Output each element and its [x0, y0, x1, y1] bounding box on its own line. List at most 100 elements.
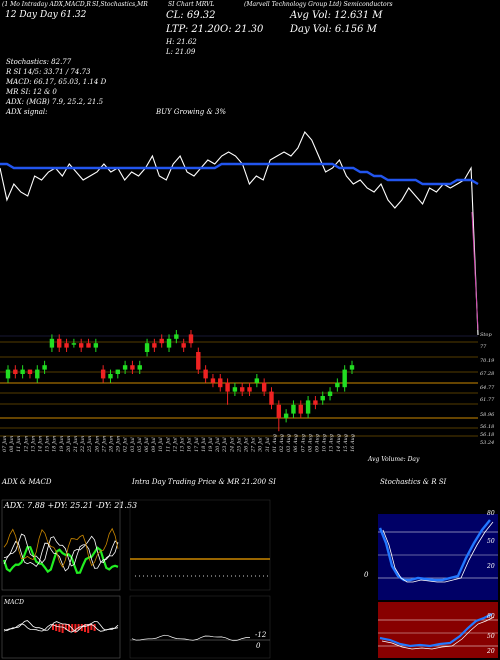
mrsi-zero-label: 0 [256, 642, 261, 650]
x-tick-label: 18 Jun [52, 436, 58, 452]
stochastics-readout: Stochastics: 82.77 [6, 58, 72, 66]
y-tick-label: 56.18 [480, 432, 494, 438]
adx-signal-label: ADX signal: [6, 108, 48, 116]
macd-histogram-bar [93, 624, 96, 631]
close-value: CL: 69.32 [166, 10, 216, 21]
x-tick-label: 24 Jul [229, 437, 235, 453]
company-name: (Marvell Technology Group Ltd) Semicondu… [244, 1, 393, 8]
macd-histogram-bar [87, 624, 90, 633]
candle-body [166, 338, 172, 348]
x-tick-label: 28 Jun [109, 436, 115, 453]
rsi-line [379, 613, 493, 648]
rsi-signal-line [381, 616, 495, 650]
y-tick-label: 58.96 [480, 412, 495, 418]
x-tick-label: 12 Jul [172, 437, 178, 452]
candle-body [130, 365, 135, 370]
candle-body [57, 338, 62, 348]
candle-body [13, 369, 18, 374]
candle-body [269, 391, 274, 405]
candle-body [159, 338, 164, 344]
candle-body [305, 400, 311, 414]
x-tick-label: 27 Jul [251, 437, 257, 453]
candle-body [261, 382, 267, 392]
x-tick-label: 02 Aug [279, 434, 285, 452]
x-tick-label: 03 Jul [130, 437, 136, 452]
candle-body [49, 338, 55, 348]
macd-histogram-bar [74, 624, 77, 633]
x-tick-label: 02 Jul [123, 437, 129, 452]
day-volume: Day Vol: 6.156 M [290, 24, 377, 35]
stoch-rsi-title: Stochastics & R SI [380, 478, 447, 486]
x-tick-label: 29 Jun [116, 436, 122, 453]
x-tick-label: 11 Jul [165, 437, 171, 452]
x-tick-label: 23 Jul [222, 437, 228, 453]
candle-body [27, 369, 33, 374]
x-tick-label: 16 Aug [350, 434, 356, 452]
rsi-panel-bg [378, 602, 498, 658]
macd-histogram-bar [68, 624, 70, 631]
x-tick-label: 03 Aug [286, 434, 292, 452]
x-tick-label: 22 Jun [80, 436, 86, 453]
stoch-d-line [382, 521, 494, 583]
candle-body [320, 396, 325, 401]
x-tick-label: 31 Jul [265, 437, 271, 452]
x-tick-label: 20 Jul [215, 437, 221, 453]
candle-body [225, 382, 230, 392]
x-tick-label: 10 Jul [158, 437, 164, 452]
candle-body [196, 352, 201, 370]
period-label: 12 Day [5, 10, 37, 20]
x-tick-label: 20 Jun [66, 436, 72, 453]
x-tick-label: 07 Jun [2, 436, 8, 452]
stoch-tick-20: 20 [486, 563, 495, 570]
ltp-value: LTP: 21.20 [166, 24, 221, 35]
macd-readout: MACD: 66.17, 65.03, 1.14 D [6, 78, 107, 86]
x-tick-label: 12 Jun [23, 436, 29, 452]
x-tick-label: 13 Aug [329, 434, 335, 452]
candle-body [137, 365, 142, 370]
x-tick-label: 15 Jun [45, 436, 51, 452]
adx-readout: ADX: (MGB) 7.9, 25.2, 21.5 [6, 98, 104, 106]
macd-signal-line [3, 623, 119, 633]
adx-panel-label: ADX: 7.88 +DY: 25.21 -DY: 21.53 [3, 501, 137, 510]
candle-body [42, 365, 47, 370]
macd-histogram-bar [55, 624, 58, 631]
x-tick-label: 14 Jun [38, 436, 44, 452]
x-tick-label: 07 Aug [300, 434, 306, 452]
candle-body [254, 378, 260, 383]
y-tick-label: Stop [480, 332, 492, 338]
volume-side-label: Avg Volume: Day [368, 456, 420, 463]
minus-di-line [3, 540, 119, 572]
main-chart: Stop 77 70.19 67.28 64.77 61.77 58.96 56.18 56.1… [0, 130, 495, 453]
candle-body [174, 334, 179, 339]
stoch-k-line [378, 519, 491, 582]
x-tick-label: 13 Jul [180, 437, 186, 452]
macd-histogram-bar [61, 624, 64, 633]
candle-body [115, 369, 120, 374]
low-value: L: 21.09 [166, 48, 196, 56]
x-tick-label: 08 Aug [307, 434, 313, 452]
intraday-title: Intra Day Trading Price & MR 21.200 SI [132, 478, 276, 486]
candle-body [64, 343, 69, 348]
x-tick-label: 09 Aug [314, 434, 320, 452]
candle-body [283, 413, 289, 418]
rsi-readout: R SI 14/5: 33.71 / 74.73 [6, 68, 91, 76]
avg-volume: Avg Vol: 12.631 M [290, 10, 383, 21]
candle-body [71, 343, 77, 345]
x-tick-label: 09 Jul [151, 437, 157, 452]
rsi-tick-50: 50 [487, 633, 495, 640]
y-tick-label: 53.24 [480, 440, 494, 446]
candle-body [342, 369, 347, 388]
candle-body [349, 365, 355, 370]
adx-ref-line [3, 527, 119, 568]
candle-body [108, 374, 113, 379]
x-tick-label: 10 Aug [322, 434, 328, 452]
candle-body [35, 369, 40, 379]
high-value: H: 21.62 [166, 38, 197, 46]
candle-body [78, 343, 84, 348]
stoch-tick-50: 50 [487, 538, 495, 545]
rsi-tick-80: 80 [487, 613, 495, 620]
price-drop-line [471, 211, 479, 331]
candle-body [93, 343, 99, 348]
x-tick-label: 25 Jun [87, 436, 93, 453]
candle-body [144, 343, 150, 352]
